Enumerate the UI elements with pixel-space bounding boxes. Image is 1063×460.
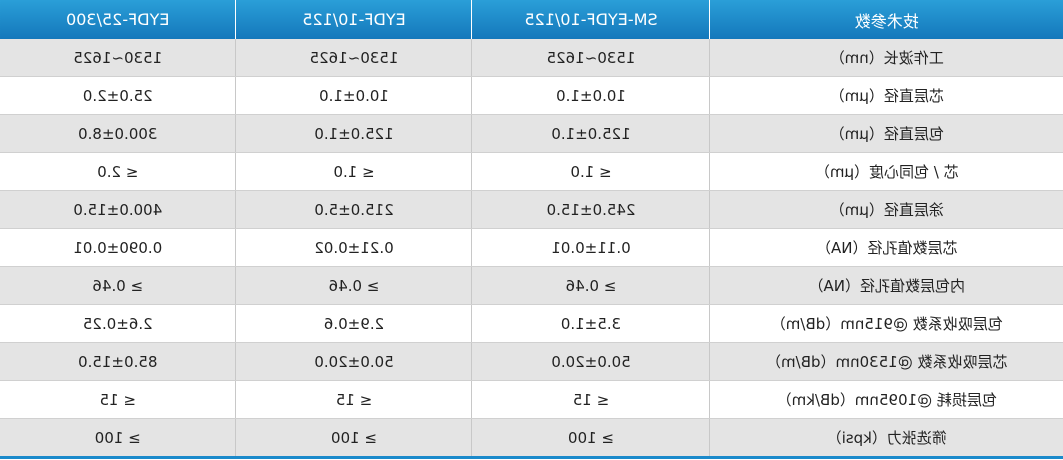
value-cell: 1530~1625 (236, 39, 472, 77)
value-cell: 215.0±5.0 (236, 190, 472, 229)
value-cell: ≤ 1.0 (472, 152, 710, 191)
table-row: 包层损耗 @1095nm（dB/km） ≤ 15 ≤ 15 ≤ 15 (0, 380, 1063, 419)
value-cell: 10.0±1.0 (472, 76, 710, 115)
value-cell: 125.0±1.0 (472, 114, 710, 153)
header-cell: SM-EYDF-10/125 (472, 0, 710, 39)
value-cell: 1530~1625 (472, 39, 710, 77)
table-row: 芯 / 包同心度（μm） ≤ 1.0 ≤ 1.0 ≤ 2.0 (0, 152, 1063, 191)
value-cell: 0.090±0.01 (0, 228, 236, 267)
table-body: 工作波长（nm） 1530~1625 1530~1625 1530~1625 芯层直径（… (0, 39, 1063, 458)
value-cell: 3.5±1.0 (472, 304, 710, 343)
value-cell: 2.9±0.6 (236, 304, 472, 343)
value-cell: ≥ 0.46 (0, 266, 236, 305)
table-row: 芯层直径（μm） 10.0±1.0 10.0±1.0 25.0±2.0 (0, 76, 1063, 115)
value-cell: ≥ 100 (0, 418, 236, 458)
value-cell: 0.21±0.02 (236, 228, 472, 267)
table-row: 芯层数值孔径（NA） 0.11±0.01 0.21±0.02 0.090±0.01 (0, 228, 1063, 267)
value-cell: 400.0±15.0 (0, 190, 236, 229)
value-cell: ≥ 100 (472, 418, 710, 458)
header-cell: EYDF-25/300 (0, 0, 236, 39)
param-cell: 芯层直径（μm） (710, 76, 1063, 115)
value-cell: 10.0±1.0 (236, 76, 472, 115)
value-cell: ≥ 100 (236, 418, 472, 458)
value-cell: ≤ 1.0 (236, 152, 472, 191)
table-row: 工作波长（nm） 1530~1625 1530~1625 1530~1625 (0, 39, 1063, 77)
param-cell: 筛选张力（kpsi） (710, 418, 1063, 458)
param-cell: 内包层数值孔径（NA） (710, 266, 1063, 305)
param-cell: 涂层直径（μm） (710, 190, 1063, 229)
value-cell: 2.6±0.25 (0, 304, 236, 343)
table-row: 筛选张力（kpsi） ≥ 100 ≥ 100 ≥ 100 (0, 418, 1063, 458)
table-row: 芯层吸收系数 @1530nm（dB/m） 50.0±20.0 50.0±20.0 85… (0, 342, 1063, 381)
value-cell: 125.0±1.0 (236, 114, 472, 153)
value-cell: 50.0±20.0 (236, 342, 472, 381)
value-cell: 300.0±8.0 (0, 114, 236, 153)
table-row: 包层吸收系数 @915nm（dB/m） 3.5±1.0 2.9±0.6 2.6±0.2… (0, 304, 1063, 343)
param-cell: 工作波长（nm） (710, 39, 1063, 77)
value-cell: ≤ 15 (472, 380, 710, 419)
header-cell: EYDF-10/125 (236, 0, 472, 39)
value-cell: 50.0±20.0 (472, 342, 710, 381)
value-cell: 85.0±15.0 (0, 342, 236, 381)
value-cell: ≤ 15 (236, 380, 472, 419)
value-cell: ≥ 0.46 (472, 266, 710, 305)
value-cell: ≤ 2.0 (0, 152, 236, 191)
param-cell: 包层损耗 @1095nm（dB/km） (710, 380, 1063, 419)
param-cell: 包层直径（μm） (710, 114, 1063, 153)
table-row: 内包层数值孔径（NA） ≥ 0.46 ≥ 0.46 ≥ 0.46 (0, 266, 1063, 305)
header-row: 技术参数 SM-EYDF-10/125 EYDF-10/125 EYDF-25/300 (0, 0, 1063, 39)
param-cell: 包层吸收系数 @915nm（dB/m） (710, 304, 1063, 343)
table-row: 包层直径（μm） 125.0±1.0 125.0±1.0 300.0±8.0 (0, 114, 1063, 153)
value-cell: 245.0±15.0 (472, 190, 710, 229)
header-cell: 技术参数 (710, 0, 1063, 39)
value-cell: ≤ 15 (0, 380, 236, 419)
value-cell: 1530~1625 (0, 39, 236, 77)
param-cell: 芯 / 包同心度（μm） (710, 152, 1063, 191)
value-cell: ≥ 0.46 (236, 266, 472, 305)
value-cell: 25.0±2.0 (0, 76, 236, 115)
param-cell: 芯层数值孔径（NA） (710, 228, 1063, 267)
table-row: 涂层直径（μm） 245.0±15.0 215.0±5.0 400.0±15.0 (0, 190, 1063, 229)
param-cell: 芯层吸收系数 @1530nm（dB/m） (710, 342, 1063, 381)
value-cell: 0.11±0.01 (472, 228, 710, 267)
